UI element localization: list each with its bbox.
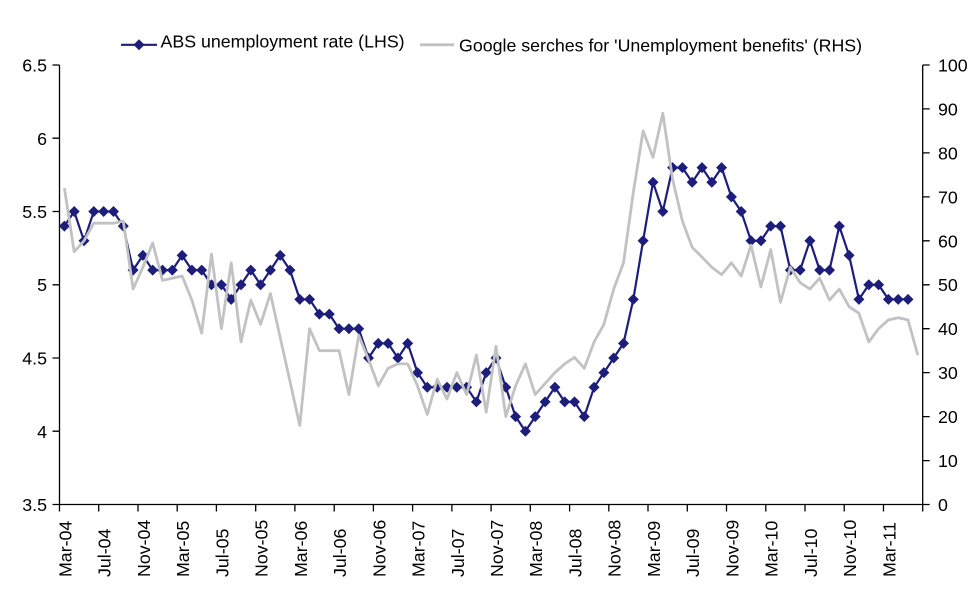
svg-text:Mar-05: Mar-05 (173, 521, 193, 577)
svg-text:0: 0 (938, 495, 948, 515)
svg-text:Nov-07: Nov-07 (487, 520, 507, 577)
svg-text:Nov-09: Nov-09 (722, 520, 742, 577)
svg-text:3.5: 3.5 (22, 495, 47, 515)
svg-text:Mar-11: Mar-11 (879, 522, 899, 577)
svg-text:80: 80 (938, 143, 958, 163)
svg-text:Google serches for 'Unemployme: Google serches for 'Unemployment benefit… (459, 36, 862, 56)
svg-text:Mar-07: Mar-07 (409, 521, 429, 577)
svg-text:Nov-08: Nov-08 (605, 520, 625, 577)
svg-text:60: 60 (938, 231, 958, 251)
svg-text:70: 70 (938, 187, 958, 207)
svg-text:4: 4 (37, 422, 47, 442)
svg-text:Jul-06: Jul-06 (330, 528, 350, 577)
svg-text:5.5: 5.5 (22, 202, 47, 222)
svg-text:Jul-10: Jul-10 (801, 528, 821, 577)
svg-text:90: 90 (938, 100, 958, 120)
svg-text:Jul-09: Jul-09 (683, 528, 703, 577)
svg-text:Jul-05: Jul-05 (212, 528, 232, 577)
svg-text:40: 40 (938, 319, 958, 339)
svg-text:50: 50 (938, 275, 958, 295)
svg-text:Mar-10: Mar-10 (762, 521, 782, 577)
svg-text:4.5: 4.5 (22, 349, 47, 369)
svg-text:Mar-08: Mar-08 (526, 521, 546, 577)
svg-text:10: 10 (938, 451, 958, 471)
svg-text:Nov-10: Nov-10 (840, 520, 860, 577)
svg-text:Jul-08: Jul-08 (566, 528, 586, 577)
svg-text:Mar-09: Mar-09 (644, 521, 664, 577)
svg-text:6.5: 6.5 (22, 56, 47, 76)
svg-text:Mar-04: Mar-04 (55, 521, 75, 577)
svg-text:20: 20 (938, 407, 958, 427)
svg-text:Nov-04: Nov-04 (134, 520, 154, 577)
svg-text:ABS unemployment rate (LHS): ABS unemployment rate (LHS) (161, 31, 405, 51)
svg-text:6: 6 (37, 129, 47, 149)
svg-text:Nov-06: Nov-06 (369, 520, 389, 577)
svg-text:Mar-06: Mar-06 (291, 521, 311, 577)
svg-text:Nov-05: Nov-05 (252, 520, 272, 577)
svg-text:Jul-04: Jul-04 (95, 528, 115, 577)
svg-text:30: 30 (938, 363, 958, 383)
svg-text:5: 5 (37, 275, 47, 295)
svg-text:100: 100 (938, 56, 968, 76)
svg-text:Jul-07: Jul-07 (448, 529, 468, 577)
